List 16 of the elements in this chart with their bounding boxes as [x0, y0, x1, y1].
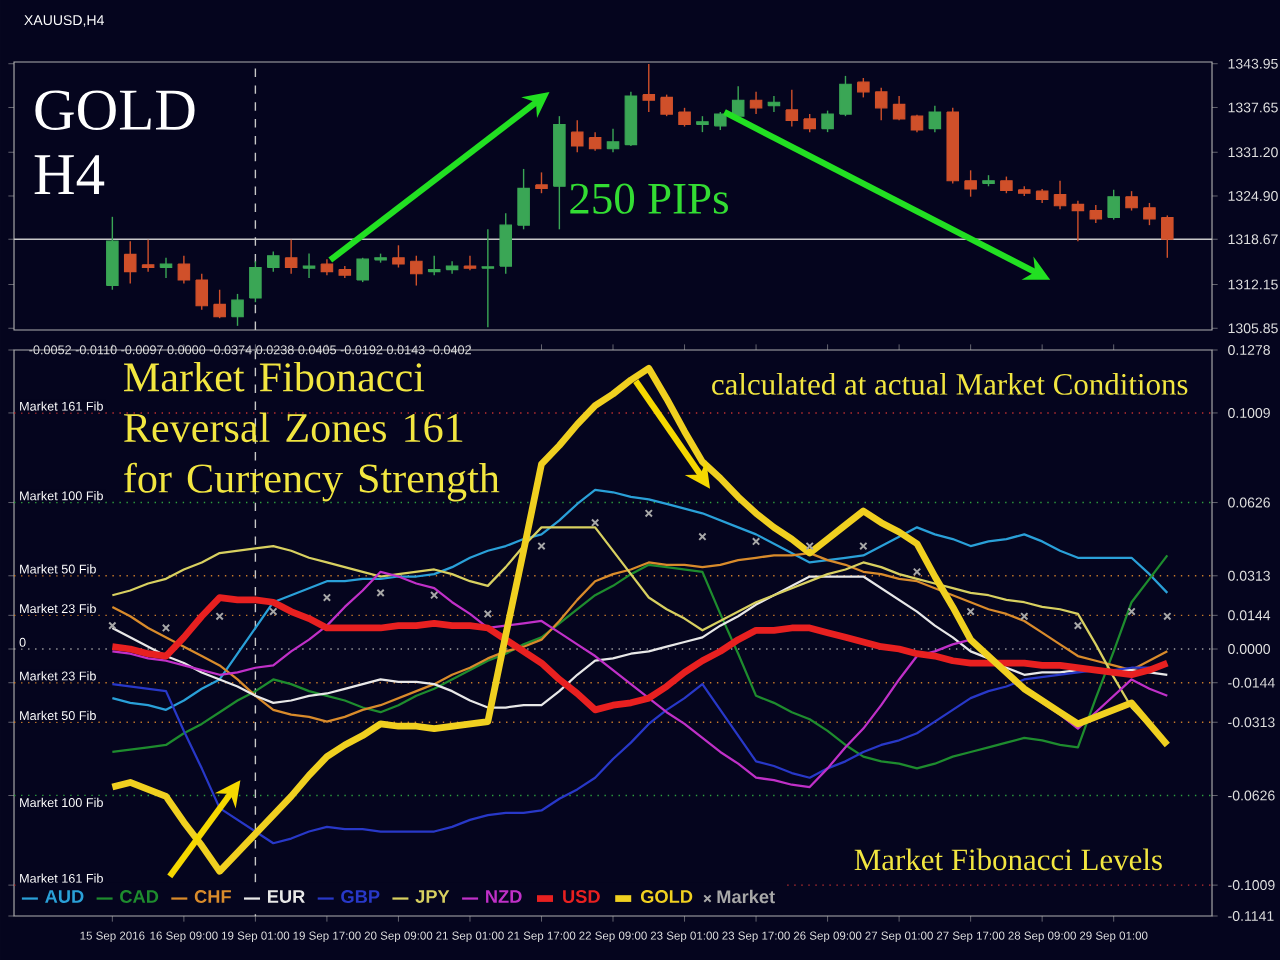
legend-label: USD	[563, 890, 600, 903]
legend-label: Market	[717, 889, 775, 904]
legend-label: EUR	[267, 890, 305, 903]
annotation: GOLD	[35, 90, 195, 131]
legend-label: GBP	[341, 890, 380, 903]
annotation: calculated at actual Market Conditions	[712, 373, 1188, 395]
annotation: Market Fibonacci Reversal Zones 161 for Currency Strength	[124, 361, 500, 502]
annotation: H4	[34, 155, 105, 194]
annotation: 250 PIPs	[570, 183, 728, 214]
legend-label: JPY	[415, 890, 450, 903]
legend-label: CAD	[120, 890, 159, 903]
annotation: Market Fibonacci Levels	[854, 848, 1162, 871]
legend-label: CHF	[194, 890, 231, 903]
legend-label: NZD	[486, 890, 522, 903]
legend-label: GOLD	[640, 890, 693, 903]
legend-label: AUD	[45, 890, 84, 903]
